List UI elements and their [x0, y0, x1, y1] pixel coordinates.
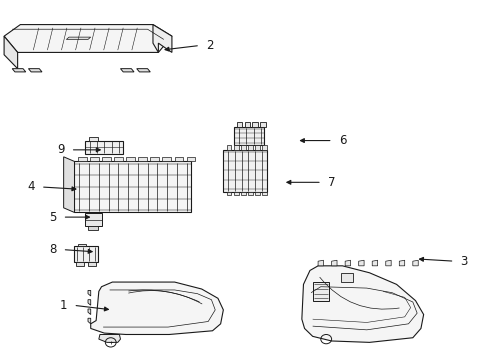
Polygon shape	[102, 157, 111, 161]
Polygon shape	[372, 260, 378, 266]
Polygon shape	[252, 122, 258, 127]
Polygon shape	[399, 260, 405, 266]
Text: 7: 7	[328, 176, 335, 189]
Polygon shape	[99, 334, 121, 342]
Polygon shape	[74, 246, 98, 262]
Text: 2: 2	[206, 39, 214, 52]
Polygon shape	[85, 213, 101, 226]
Polygon shape	[234, 127, 264, 145]
Polygon shape	[114, 157, 123, 161]
Polygon shape	[234, 192, 239, 195]
Polygon shape	[386, 260, 391, 266]
Text: 8: 8	[49, 243, 56, 256]
Polygon shape	[4, 36, 18, 69]
Polygon shape	[76, 262, 84, 266]
Polygon shape	[74, 161, 191, 212]
Polygon shape	[223, 150, 267, 192]
Polygon shape	[260, 122, 266, 127]
Polygon shape	[163, 157, 171, 161]
Polygon shape	[262, 145, 267, 150]
Polygon shape	[226, 192, 231, 195]
Polygon shape	[342, 273, 353, 282]
Polygon shape	[241, 192, 246, 195]
Polygon shape	[88, 300, 91, 305]
Polygon shape	[248, 192, 253, 195]
Polygon shape	[245, 122, 250, 127]
Text: 4: 4	[27, 180, 35, 193]
Polygon shape	[345, 260, 350, 266]
Polygon shape	[88, 226, 98, 230]
Polygon shape	[4, 24, 172, 53]
Polygon shape	[88, 262, 96, 266]
Polygon shape	[88, 309, 91, 315]
Polygon shape	[78, 244, 86, 246]
Polygon shape	[318, 260, 323, 266]
Polygon shape	[302, 266, 424, 342]
Polygon shape	[262, 192, 267, 195]
Polygon shape	[248, 145, 253, 150]
Polygon shape	[88, 318, 91, 324]
Polygon shape	[12, 69, 26, 72]
Polygon shape	[153, 24, 172, 53]
Text: 5: 5	[49, 211, 56, 224]
Polygon shape	[255, 145, 260, 150]
Polygon shape	[332, 260, 337, 266]
Polygon shape	[88, 291, 91, 296]
Polygon shape	[137, 69, 150, 72]
Polygon shape	[174, 157, 183, 161]
Polygon shape	[121, 69, 134, 72]
Polygon shape	[126, 157, 135, 161]
Polygon shape	[226, 145, 231, 150]
Text: 3: 3	[461, 255, 468, 268]
Polygon shape	[78, 157, 87, 161]
Polygon shape	[150, 157, 159, 161]
Polygon shape	[413, 260, 418, 266]
Polygon shape	[241, 145, 246, 150]
Polygon shape	[64, 157, 74, 212]
Polygon shape	[28, 69, 42, 72]
Polygon shape	[138, 157, 147, 161]
Polygon shape	[89, 137, 98, 140]
Polygon shape	[90, 157, 99, 161]
Polygon shape	[66, 37, 91, 40]
Polygon shape	[359, 260, 364, 266]
Polygon shape	[85, 140, 123, 154]
Text: 9: 9	[57, 143, 65, 156]
Polygon shape	[313, 282, 329, 301]
Polygon shape	[187, 157, 195, 161]
Text: 1: 1	[60, 299, 68, 312]
Polygon shape	[234, 145, 239, 150]
Polygon shape	[237, 122, 242, 127]
Polygon shape	[255, 192, 260, 195]
Polygon shape	[91, 282, 223, 334]
Text: 6: 6	[339, 134, 346, 147]
